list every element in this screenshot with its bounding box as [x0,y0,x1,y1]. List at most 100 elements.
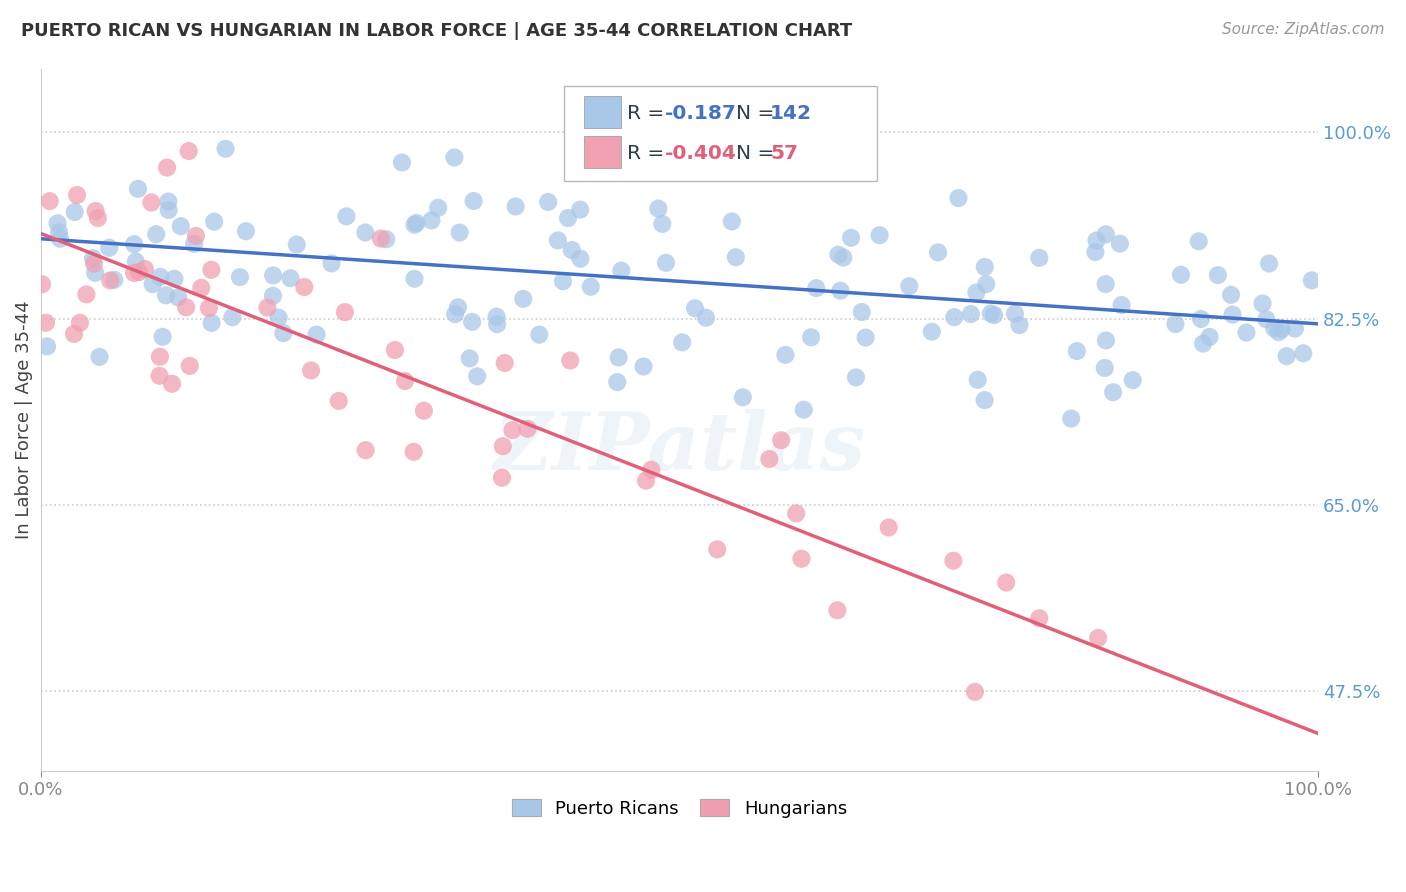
Point [122,266,145,280]
Point [579,279,602,293]
Point [758,452,780,467]
Point [141,195,163,210]
Point [721,214,744,228]
Point [49,232,72,246]
Point [695,310,717,325]
Point [492,439,515,453]
Point [184,228,207,243]
Point [1189,312,1212,326]
Point [69,316,91,330]
Text: Source: ZipAtlas.com: Source: ZipAtlas.com [1222,22,1385,37]
Point [200,316,222,330]
Point [75,287,97,301]
Point [633,359,655,374]
FancyBboxPatch shape [564,86,877,181]
Point [973,393,995,408]
Point [82,251,104,265]
Point [983,308,1005,322]
Text: N =: N = [735,103,773,123]
Point [921,325,943,339]
Point [31,277,53,292]
Point [321,256,343,270]
Point [569,252,592,266]
Point [1256,312,1278,326]
Point [869,228,891,243]
Point [793,402,815,417]
Point [163,271,186,285]
Point [973,260,995,274]
Point [1008,318,1031,332]
Point [449,226,471,240]
Point [305,327,328,342]
Point [267,310,290,325]
Point [458,351,481,366]
Point [607,351,630,365]
Text: R =: R = [627,145,664,163]
Point [606,375,628,389]
Point [1292,346,1315,360]
Point [724,250,747,264]
Text: 57: 57 [770,145,799,163]
Point [394,374,416,388]
Point [148,368,170,383]
Point [965,285,987,300]
Point [198,301,221,315]
Text: -0.187: -0.187 [665,103,737,123]
Point [461,315,484,329]
Point [262,289,284,303]
Point [1102,385,1125,400]
Point [485,310,508,324]
Point [405,216,427,230]
Point [1220,288,1243,302]
Point [537,194,560,209]
Point [179,359,201,373]
Point [98,241,121,255]
Text: 142: 142 [770,103,813,123]
Point [569,202,592,217]
Point [384,343,406,357]
Point [1087,631,1109,645]
Point [790,551,813,566]
Point [1164,317,1187,331]
Point [505,199,527,213]
Point [177,144,200,158]
Point [174,301,197,315]
Point [800,330,823,344]
Point [335,210,357,224]
Point [1170,268,1192,282]
Point [551,274,574,288]
Point [634,474,657,488]
Point [38,194,60,208]
Point [167,290,190,304]
Point [87,211,110,225]
Point [1258,256,1281,270]
Point [806,281,828,295]
Point [1263,321,1285,335]
Point [170,219,193,234]
Point [974,277,997,292]
Point [960,307,983,321]
Point [1066,344,1088,359]
Point [775,348,797,362]
Point [285,237,308,252]
Point [156,161,179,175]
Point [855,330,877,344]
Point [183,236,205,251]
Point [402,445,425,459]
Point [328,394,350,409]
Point [229,270,252,285]
Point [943,310,966,325]
Point [427,201,450,215]
Point [35,316,58,330]
Point [145,227,167,242]
Point [83,257,105,271]
Point [122,237,145,252]
Point [1111,298,1133,312]
Point [516,422,538,436]
Point [235,224,257,238]
Point [280,271,302,285]
Point [375,232,398,246]
Point [731,390,754,404]
Legend: Puerto Ricans, Hungarians: Puerto Ricans, Hungarians [505,791,855,825]
Point [35,339,58,353]
